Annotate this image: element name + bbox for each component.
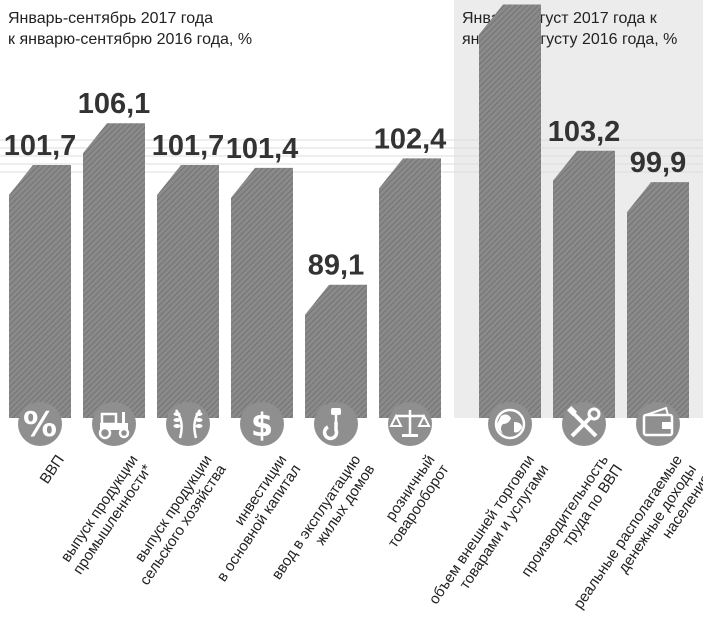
bar-value-label: 102,4 (374, 123, 447, 155)
wallet-icon (636, 402, 680, 446)
wheat-icon (166, 402, 210, 446)
svg-text:$: $ (251, 406, 273, 444)
bar-value-label: 106,1 (78, 88, 151, 120)
bar-value-label: 103,2 (548, 116, 621, 148)
svg-text:%: % (23, 405, 57, 445)
bar (627, 182, 689, 418)
bar-value-label: 101,7 (152, 130, 225, 162)
tools-icon (562, 402, 606, 446)
left-chart-title: Январь-сентябрь 2017 года к январю-сентя… (8, 10, 253, 48)
bar-value-label: 101,4 (226, 133, 299, 165)
globe-icon (488, 402, 532, 446)
bar-value-label: 101,7 (4, 130, 77, 162)
bar (305, 284, 367, 418)
bar (379, 158, 441, 418)
bar (553, 150, 615, 418)
scales-icon (388, 402, 432, 446)
bar-value-label: 99,9 (630, 147, 686, 179)
bar (231, 167, 293, 418)
bar (157, 165, 219, 418)
tractor-icon (92, 402, 136, 446)
crane-hook-icon (314, 402, 358, 446)
bar (479, 4, 541, 418)
percent-icon: % (18, 402, 62, 446)
bar-value-label: 118,6 (475, 0, 546, 1)
bar (83, 123, 145, 418)
bar (9, 165, 71, 418)
dollar-icon: $ (240, 402, 284, 446)
bar-value-label: 89,1 (308, 250, 364, 282)
